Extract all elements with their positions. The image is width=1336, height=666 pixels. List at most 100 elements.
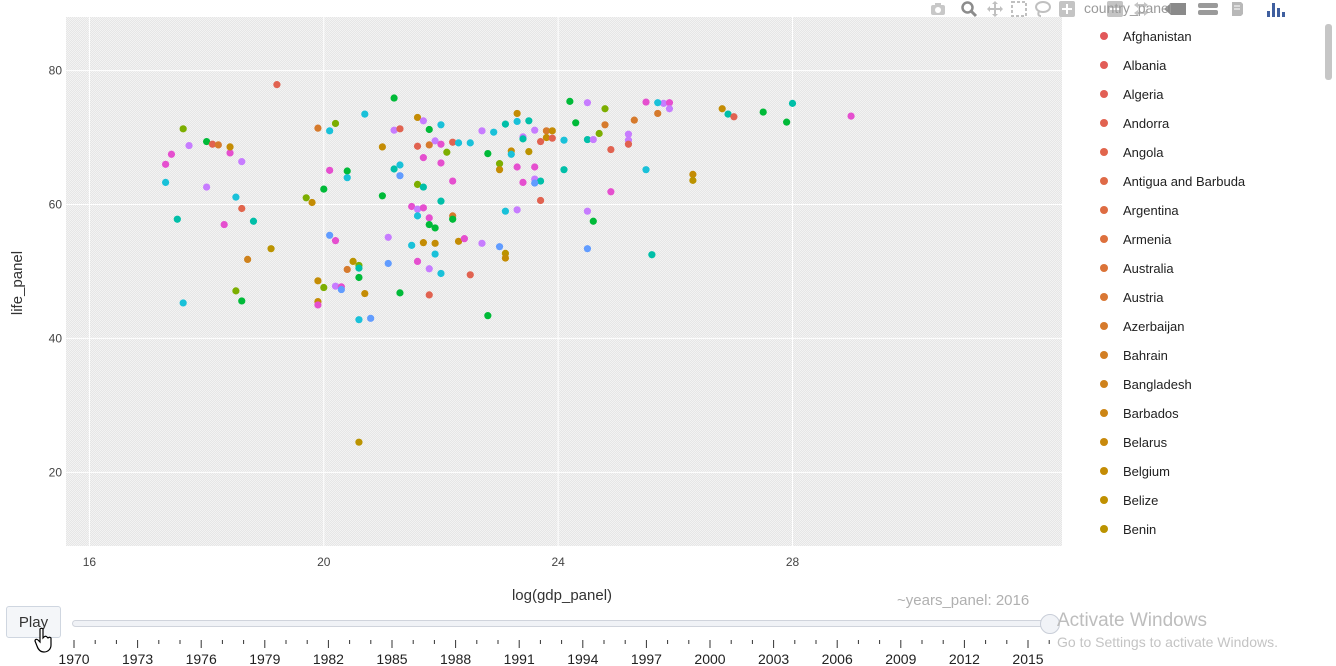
data-point[interactable] — [495, 243, 504, 251]
data-point[interactable] — [525, 117, 533, 125]
data-point[interactable] — [390, 165, 398, 173]
data-point[interactable] — [484, 150, 492, 158]
data-point[interactable] — [572, 119, 580, 127]
legend-item[interactable]: Belgium — [1095, 459, 1315, 483]
data-point[interactable] — [513, 163, 521, 171]
data-point[interactable] — [249, 217, 258, 225]
legend-item[interactable]: Benin — [1095, 517, 1315, 541]
data-point[interactable] — [607, 145, 615, 154]
data-point[interactable] — [179, 125, 187, 133]
data-point[interactable] — [244, 255, 252, 264]
slider-year-label[interactable]: 1982 — [313, 651, 344, 666]
legend-item[interactable]: Austria — [1095, 285, 1315, 309]
data-point[interactable] — [536, 137, 545, 146]
slider-year-label[interactable]: 2015 — [1012, 651, 1043, 666]
data-point[interactable] — [490, 128, 498, 136]
data-point[interactable] — [413, 113, 422, 122]
data-point[interactable] — [501, 254, 510, 262]
data-point[interactable] — [660, 99, 668, 107]
data-point[interactable] — [519, 135, 527, 143]
data-point[interactable] — [437, 159, 445, 167]
plot-area[interactable] — [66, 17, 1062, 546]
data-point[interactable] — [624, 130, 633, 138]
data-point[interactable] — [654, 109, 662, 118]
slider-year-label[interactable]: 1997 — [631, 651, 662, 666]
legend-item[interactable]: Andorra — [1095, 111, 1315, 135]
legend-item[interactable]: Australia — [1095, 256, 1315, 280]
data-point[interactable] — [431, 224, 439, 232]
legend-item[interactable]: Algeria — [1095, 82, 1315, 106]
data-point[interactable] — [320, 283, 328, 292]
slider-year-label[interactable]: 1970 — [58, 651, 89, 666]
slider-year-label[interactable]: 2009 — [885, 651, 916, 666]
data-point[interactable] — [536, 177, 545, 185]
reset-axes-icon[interactable] — [1162, 0, 1188, 18]
legend-item[interactable]: Antigua and Barbuda — [1095, 169, 1315, 193]
data-point[interactable] — [437, 140, 445, 148]
data-point[interactable] — [583, 207, 592, 215]
data-point[interactable] — [583, 99, 592, 107]
data-point[interactable] — [167, 150, 176, 158]
data-point[interactable] — [425, 125, 433, 134]
data-point[interactable] — [162, 160, 170, 168]
data-point[interactable] — [531, 126, 539, 134]
data-point[interactable] — [343, 265, 351, 274]
data-point[interactable] — [501, 120, 510, 128]
data-point[interactable] — [431, 239, 439, 247]
data-point[interactable] — [232, 193, 240, 201]
zoom-in-icon[interactable] — [1058, 0, 1076, 18]
data-point[interactable] — [589, 217, 597, 225]
data-point[interactable] — [425, 214, 433, 222]
data-point[interactable] — [525, 147, 533, 156]
pan-icon[interactable] — [986, 0, 1004, 18]
data-point[interactable] — [320, 185, 328, 193]
box-select-icon[interactable] — [1010, 0, 1028, 18]
slider-year-label[interactable]: 1991 — [504, 651, 535, 666]
data-point[interactable] — [179, 299, 187, 307]
lasso-icon[interactable] — [1034, 0, 1052, 18]
data-point[interactable] — [331, 282, 340, 290]
slider-year-label[interactable]: 2000 — [694, 651, 725, 666]
data-point[interactable] — [595, 129, 603, 138]
slider-year-label[interactable]: 1988 — [440, 651, 471, 666]
slider-rail[interactable] — [72, 620, 1050, 627]
data-point[interactable] — [343, 174, 351, 182]
data-point[interactable] — [361, 110, 369, 118]
data-point[interactable] — [583, 245, 592, 253]
data-point[interactable] — [431, 250, 439, 258]
data-point[interactable] — [302, 194, 310, 202]
slider-year-label[interactable]: 1973 — [122, 651, 153, 666]
data-point[interactable] — [214, 141, 222, 149]
data-point[interactable] — [437, 121, 445, 129]
data-point[interactable] — [642, 166, 650, 174]
data-point[interactable] — [689, 170, 697, 178]
data-point[interactable] — [413, 205, 422, 213]
data-point[interactable] — [419, 117, 427, 125]
data-point[interactable] — [378, 192, 386, 200]
data-point[interactable] — [583, 135, 592, 144]
data-point[interactable] — [542, 127, 551, 135]
data-point[interactable] — [326, 166, 334, 174]
data-point[interactable] — [466, 271, 474, 279]
data-point[interactable] — [390, 94, 398, 102]
data-point[interactable] — [267, 245, 275, 253]
data-point[interactable] — [413, 180, 422, 189]
data-point[interactable] — [355, 438, 363, 446]
data-point[interactable] — [601, 105, 609, 113]
data-point[interactable] — [408, 202, 416, 211]
data-point[interactable] — [460, 235, 468, 243]
data-point[interactable] — [495, 160, 504, 168]
data-point[interactable] — [548, 127, 556, 135]
data-point[interactable] — [466, 139, 474, 147]
data-point[interactable] — [718, 105, 726, 113]
slider-year-label[interactable]: 1976 — [186, 651, 217, 666]
data-point[interactable] — [495, 166, 504, 174]
data-point[interactable] — [689, 176, 697, 184]
data-point[interactable] — [449, 215, 457, 223]
data-point[interactable] — [232, 287, 240, 295]
legend-item[interactable]: Armenia — [1095, 227, 1315, 251]
data-point[interactable] — [425, 291, 433, 299]
data-point[interactable] — [238, 297, 246, 305]
data-point[interactable] — [665, 99, 674, 107]
legend-item[interactable]: Barbados — [1095, 401, 1315, 425]
